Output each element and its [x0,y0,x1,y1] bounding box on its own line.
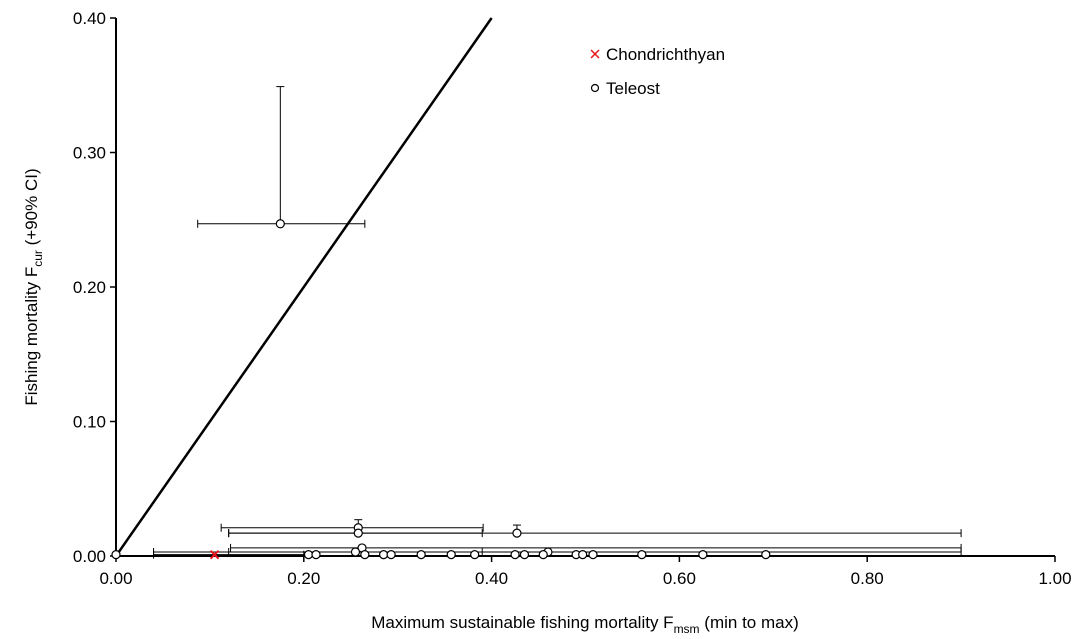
point [275,219,285,229]
point [311,550,321,560]
x-axis-title: Maximum sustainable fishing mortality Fm… [371,613,799,636]
x-title-main: Maximum sustainable fishing mortality F [371,613,673,632]
point [470,550,480,560]
point [519,550,530,560]
reference-line [114,17,493,557]
point [578,550,588,560]
point [538,550,548,560]
point [353,528,363,538]
point [512,528,522,538]
x-tick-label: 0.00 [99,569,132,588]
point [761,550,771,560]
point [386,550,396,560]
legend-symbol [590,49,600,59]
point [111,550,121,560]
y-tick-label: 0.20 [73,278,106,297]
legend-symbol [590,83,600,93]
x-tick-label: 0.60 [663,569,696,588]
x-title-tail: (min to max) [700,613,799,632]
point [209,549,220,560]
point [303,550,314,560]
x-tick-label: 1.00 [1038,569,1071,588]
point [588,550,598,560]
point [446,550,456,560]
y-title-sub: cur [31,250,45,267]
point [416,550,426,560]
point [698,550,708,560]
x-tick-label: 0.40 [475,569,508,588]
x-tick-label: 0.20 [287,569,320,588]
x-tick-label: 0.80 [851,569,884,588]
legend-label: Teleost [606,79,660,98]
marker-stroke [209,549,220,560]
y-title-main: Fishing mortality F [22,267,41,406]
legend-label: Chondrichthyan [606,45,725,64]
point [360,550,370,560]
point [510,550,520,560]
y-tick-label: 0.40 [73,9,106,28]
y-tick-label: 0.00 [73,547,106,566]
y-title-tail: (+90% CI) [22,168,41,250]
y-tick-label: 0.10 [73,413,106,432]
x-title-sub: msm [674,622,700,636]
legend-stroke [590,49,600,59]
point [350,547,361,557]
y-tick-label: 0.30 [73,144,106,163]
y-axis-title: Fishing mortality Fcur (+90% CI) [22,168,45,405]
point [637,550,647,560]
point [379,550,389,560]
